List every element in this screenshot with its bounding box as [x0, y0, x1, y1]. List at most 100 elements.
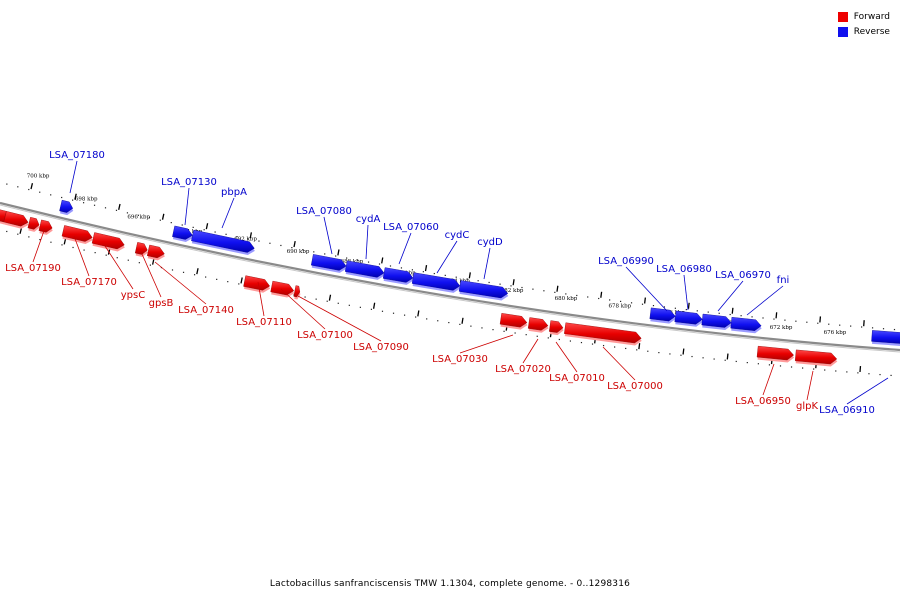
scale-tick	[417, 310, 420, 317]
scale-tick	[19, 227, 23, 234]
legend-forward-swatch	[837, 11, 848, 22]
forward-gene-label[interactable]: LSA_07000	[607, 381, 663, 392]
reverse-gene-label[interactable]: LSA_06980	[656, 264, 712, 275]
forward-gene[interactable]	[756, 345, 794, 361]
forward-gene[interactable]	[243, 275, 271, 291]
scale-dot	[882, 328, 885, 330]
forward-gene[interactable]	[61, 225, 93, 242]
forward-gene[interactable]	[38, 219, 53, 233]
scale-dot	[83, 249, 85, 251]
forward-gene-label[interactable]: LSA_07030	[432, 354, 488, 365]
forward-gene-label[interactable]: LSA_07020	[495, 364, 551, 375]
scale-dot	[768, 364, 771, 366]
legend-forward-label: Forward	[853, 11, 890, 22]
reverse-gene-label[interactable]: cydC	[445, 230, 470, 241]
forward-gene[interactable]	[564, 322, 642, 344]
scale-tick	[682, 348, 685, 355]
forward-gene-label[interactable]: LSA_07100	[297, 330, 353, 341]
forward-gene[interactable]	[91, 232, 125, 250]
forward-gene[interactable]	[548, 320, 564, 333]
reverse-gene-label[interactable]: LSA_06990	[598, 256, 654, 267]
reverse-gene-label[interactable]: LSA_06970	[715, 270, 771, 281]
forward-gene[interactable]	[527, 317, 549, 331]
reverse-gene[interactable]	[59, 199, 74, 213]
scale-dot	[444, 274, 446, 276]
reverse-gene[interactable]	[701, 313, 732, 328]
forward-leader-line	[522, 338, 539, 364]
forward-gene[interactable]	[27, 216, 40, 230]
scale-dot	[499, 283, 501, 285]
reverse-gene-label[interactable]: LSA_07180	[49, 150, 105, 161]
forward-gene-label[interactable]: LSA_07140	[178, 305, 234, 316]
scale-dot	[868, 373, 870, 375]
scale-tick	[118, 203, 121, 210]
tick-label: 692 kbp	[234, 236, 257, 242]
scale-dot	[205, 276, 207, 278]
reverse-gene[interactable]	[172, 225, 193, 240]
scale-dot	[871, 327, 874, 329]
forward-gene[interactable]	[146, 244, 165, 259]
forward-gene-label[interactable]: LSA_07090	[353, 342, 409, 353]
forward-gene-label[interactable]: LSA_07190	[5, 263, 61, 274]
forward-gene-label[interactable]: LSA_07110	[236, 317, 292, 328]
reverse-gene[interactable]	[411, 272, 461, 291]
scale-dot	[685, 308, 687, 311]
forward-gene-label[interactable]: ypsC	[121, 290, 145, 301]
reverse-gene[interactable]	[382, 267, 414, 283]
reverse-gene[interactable]	[871, 330, 900, 344]
reverse-gene[interactable]	[191, 229, 255, 253]
reverse-gene[interactable]	[344, 260, 385, 278]
reverse-gene-label[interactable]: LSA_06910	[819, 405, 875, 416]
forward-gene[interactable]	[270, 280, 295, 296]
tick-label: 682 kbp	[501, 288, 524, 294]
scale-dot	[313, 251, 315, 253]
reverse-gene[interactable]	[674, 310, 703, 325]
scale-dot	[126, 212, 129, 214]
forward-gene-label[interactable]: gpsB	[149, 298, 174, 309]
scale-dot	[729, 313, 731, 316]
forward-leader-line	[257, 281, 265, 317]
scale-dot	[857, 372, 859, 374]
forward-gene-label[interactable]: LSA_07010	[549, 373, 605, 384]
scale-dot	[702, 357, 704, 359]
reverse-gene-label[interactable]: cydA	[356, 214, 381, 225]
forward-gene[interactable]	[293, 285, 301, 298]
scale-dot	[105, 254, 107, 256]
reverse-gene-label[interactable]: LSA_07130	[161, 177, 217, 188]
scale-tick	[63, 238, 67, 245]
scale-dot	[225, 233, 227, 235]
forward-gene-label[interactable]: LSA_07170	[61, 277, 117, 288]
scale-tick	[468, 272, 471, 279]
scale-tick	[205, 223, 209, 230]
reverse-gene[interactable]	[458, 280, 509, 299]
tick-label: 672 kbp	[770, 325, 793, 331]
scale-dot	[50, 241, 52, 243]
scale-dot	[94, 252, 96, 254]
scale-dot	[824, 369, 826, 371]
scale-dot	[514, 332, 516, 334]
scale-dot	[696, 310, 698, 312]
forward-gene[interactable]	[3, 211, 29, 227]
forward-gene[interactable]	[499, 313, 528, 328]
scale-dot	[403, 314, 406, 316]
reverse-gene-label[interactable]: cydD	[477, 237, 503, 248]
reverse-gene[interactable]	[730, 317, 762, 331]
reverse-gene-label[interactable]: pbpA	[221, 187, 247, 198]
scale-dot	[580, 341, 583, 344]
reverse-gene-label[interactable]: LSA_07060	[383, 222, 439, 233]
reverse-gene-label[interactable]: fni	[777, 275, 790, 286]
forward-gene[interactable]	[134, 242, 148, 255]
reverse-gene[interactable]	[649, 307, 676, 322]
forward-gene-label[interactable]: LSA_06950	[735, 396, 791, 407]
forward-gene[interactable]	[794, 349, 838, 365]
scale-dot	[455, 276, 457, 278]
scale-dot	[861, 326, 863, 328]
scale-dot	[532, 288, 534, 290]
scale-dot	[614, 346, 616, 348]
forward-gene-label[interactable]: glpK	[796, 401, 818, 412]
scale-dot	[72, 199, 74, 201]
forward-leader-line	[32, 227, 46, 263]
scale-tick	[424, 265, 428, 272]
reverse-gene[interactable]	[310, 254, 347, 271]
reverse-gene-label[interactable]: LSA_07080	[296, 206, 352, 217]
